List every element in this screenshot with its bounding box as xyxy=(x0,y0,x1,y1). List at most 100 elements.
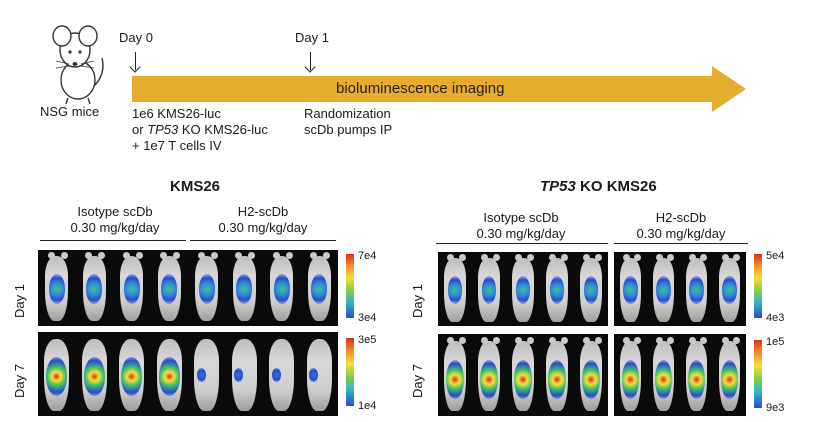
mouse-ear xyxy=(446,336,454,344)
mouse-illustration-icon xyxy=(52,25,104,105)
mouse-image xyxy=(270,252,294,322)
day0-label: Day 0 xyxy=(119,30,153,45)
left-group-isotype: Isotype scDb 0.30 mg/kg/day xyxy=(40,204,190,236)
right-row-label-day7: Day 7 xyxy=(410,364,425,398)
left-day7-image xyxy=(38,332,338,416)
right-day7-isotype-image xyxy=(438,334,608,416)
mouse-ear xyxy=(85,252,93,260)
luminescence-signal xyxy=(549,275,565,305)
right-group-isotype-name: Isotype scDb xyxy=(483,210,559,225)
mouse-image xyxy=(194,338,220,411)
mouse-ear xyxy=(733,336,741,344)
mouse-ear xyxy=(655,336,663,344)
mouse-image xyxy=(546,336,568,412)
timeline-arrow-head xyxy=(712,66,746,112)
mouse-image xyxy=(232,252,256,322)
mouse-ear xyxy=(514,253,522,261)
luminescence-signal xyxy=(48,274,65,304)
mouse-image xyxy=(120,252,144,322)
mouse-ear xyxy=(492,336,500,344)
left-day7-colorbar-max: 3e5 xyxy=(358,334,377,346)
right-group-isotype-dose: 0.30 mg/kg/day xyxy=(476,226,566,241)
left-group-h2-name: H2-scDb xyxy=(237,204,289,219)
day0-marker-icon xyxy=(135,52,136,70)
luminescence-signal xyxy=(722,275,737,305)
mouse-ear xyxy=(655,253,663,261)
mouse-image xyxy=(653,253,675,322)
right-group-isotype: Isotype scDb 0.30 mg/kg/day xyxy=(436,210,606,242)
mouse-image xyxy=(82,252,106,322)
right-day1-isotype-image xyxy=(438,252,608,326)
luminescence-signal xyxy=(447,275,463,305)
mouse-image xyxy=(44,338,70,411)
mouse-ear xyxy=(700,253,708,261)
mouse-image xyxy=(156,338,182,411)
mouse-ear xyxy=(323,252,331,260)
luminescence-signal xyxy=(121,356,143,397)
mouse-ear xyxy=(458,253,466,261)
mouse-image xyxy=(620,253,642,322)
right-panel-title: TP53 KO KMS26 xyxy=(540,178,657,195)
mouse-image xyxy=(478,253,500,322)
timeline-arrow-label: bioluminescence imaging xyxy=(336,80,505,97)
luminescence-signal xyxy=(236,274,253,304)
luminescence-signal xyxy=(656,275,671,305)
luminescence-signal xyxy=(514,360,532,400)
right-panel-title-rest: KO KMS26 xyxy=(580,178,657,195)
luminescence-signal xyxy=(273,274,290,304)
luminescence-signal xyxy=(548,360,566,400)
mouse-image xyxy=(81,338,107,411)
luminescence-signal xyxy=(689,275,704,305)
day1-label: Day 1 xyxy=(295,30,329,45)
mouse-ear xyxy=(721,336,729,344)
mouse-ear xyxy=(688,336,696,344)
mouse-image xyxy=(719,336,741,412)
left-day1-image xyxy=(38,250,338,326)
right-day7-colorbar-max: 1e5 xyxy=(766,336,785,348)
luminescence-signal xyxy=(654,360,673,400)
right-group-h2: H2-scDb 0.30 mg/kg/day xyxy=(614,210,748,242)
mouse-ear xyxy=(310,252,318,260)
luminescence-signal xyxy=(86,274,103,304)
day1-note-line1: Randomization xyxy=(304,106,391,121)
luminescence-signal xyxy=(196,367,206,383)
right-group-isotype-line xyxy=(436,243,608,244)
mouse-ear xyxy=(721,253,729,261)
luminescence-signal xyxy=(198,274,215,304)
left-day7-colorbar xyxy=(346,338,354,406)
right-group-h2-line xyxy=(614,243,748,244)
left-row-label-day1: Day 1 xyxy=(12,284,27,318)
luminescence-signal xyxy=(583,275,599,305)
mouse-image xyxy=(719,253,741,322)
mouse-ear xyxy=(160,252,168,260)
right-day1-h2-image xyxy=(614,252,746,326)
mouse-image xyxy=(119,338,145,411)
luminescence-signal xyxy=(515,275,531,305)
luminescence-signal xyxy=(446,360,464,400)
day0-note-line2: or TP53 KO KMS26-luc xyxy=(132,122,268,137)
mouse-ear xyxy=(526,253,534,261)
mouse-label: NSG mice xyxy=(40,104,100,119)
mouse-image xyxy=(195,252,219,322)
mouse-ear xyxy=(210,252,218,260)
luminescence-signal xyxy=(83,356,105,397)
luminescence-signal xyxy=(687,360,706,400)
left-day1-colorbar-max: 7e4 xyxy=(358,250,377,262)
mouse-ear xyxy=(548,253,556,261)
mouse-ear xyxy=(667,253,675,261)
luminescence-signal xyxy=(46,356,68,397)
mouse-ear xyxy=(634,336,642,344)
luminescence-signal xyxy=(480,360,498,400)
mouse-ear xyxy=(480,253,488,261)
mouse-image xyxy=(686,253,708,322)
luminescence-signal xyxy=(582,360,600,400)
mouse-ear xyxy=(560,336,568,344)
mouse-ear xyxy=(526,336,534,344)
luminescence-signal xyxy=(623,275,638,305)
mouse-image xyxy=(512,336,534,412)
mouse-image xyxy=(620,336,642,412)
luminescence-signal xyxy=(158,356,180,397)
left-group-isotype-name: Isotype scDb xyxy=(77,204,153,219)
left-day1-colorbar-min: 3e4 xyxy=(358,312,377,324)
mouse-ear xyxy=(285,252,293,260)
